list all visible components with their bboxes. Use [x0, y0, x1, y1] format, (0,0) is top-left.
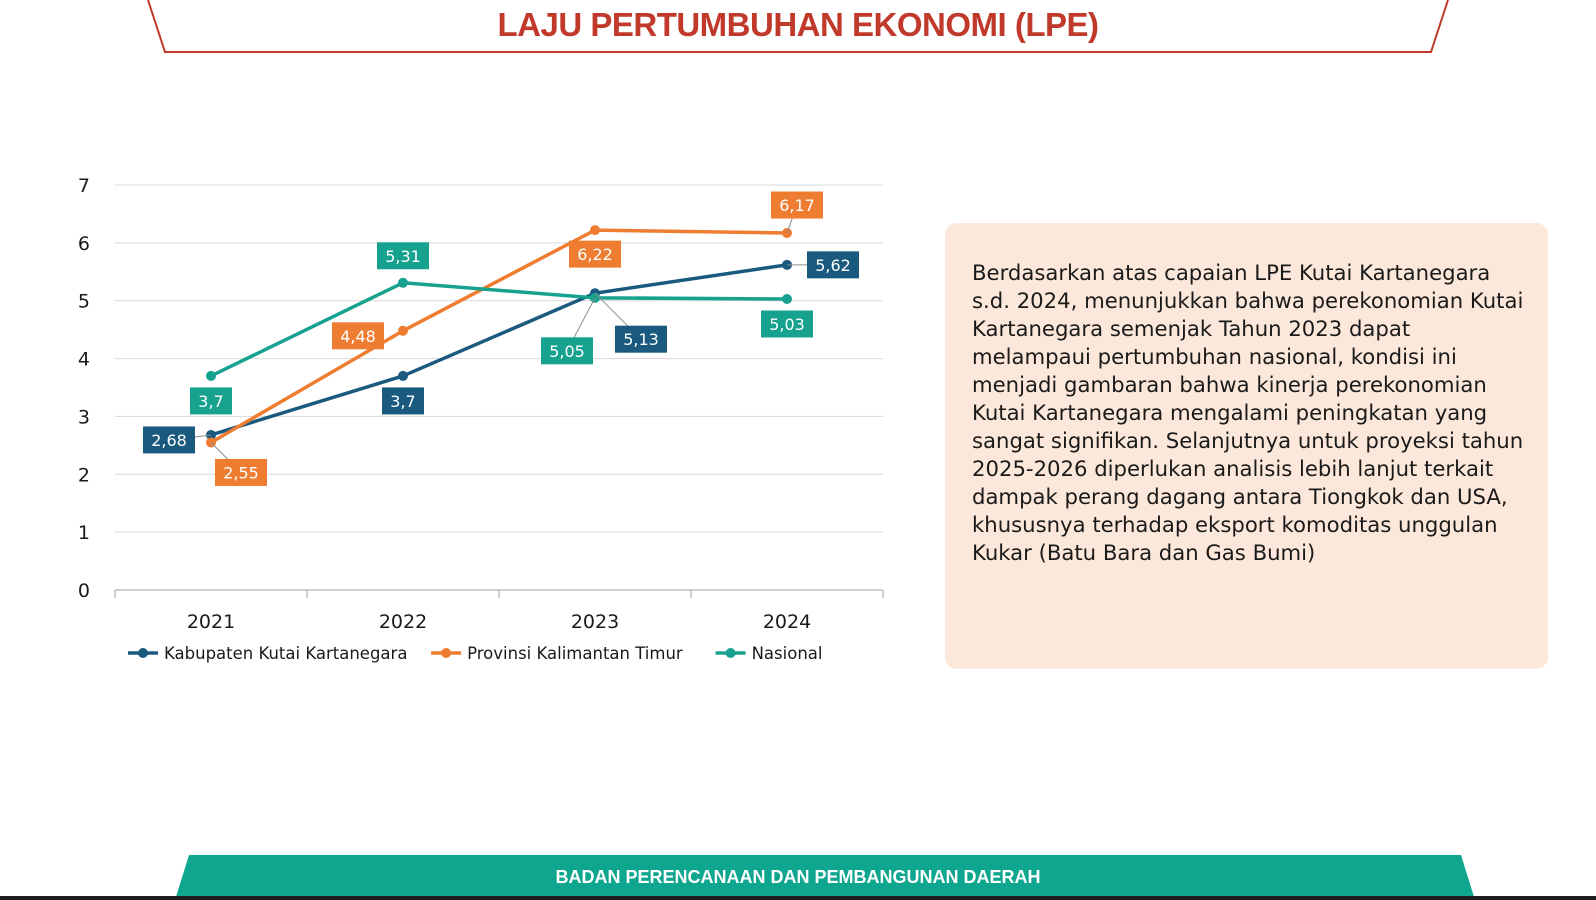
- line-chart: 0 1 2 3 4 5 6 7 2021 2022 2023 2024 2,68 3,7 5,13 5,62 2…: [78, 175, 884, 663]
- legend-label: Provinsi Kalimantan Timur: [467, 644, 683, 663]
- data-label: 3,7: [198, 392, 223, 411]
- data-label-box: [382, 387, 424, 415]
- data-point: [590, 292, 600, 303]
- info-text: Berdasarkan atas capaian LPE Kutai Karta…: [972, 260, 1524, 565]
- series-line: [210, 228, 788, 444]
- data-label-box: [541, 337, 593, 365]
- data-label-box: [190, 387, 232, 415]
- page-title: LAJU PERTUMBUHAN EKONOMI (LPE): [497, 6, 1100, 43]
- data-label: 5,05: [549, 342, 585, 361]
- series-line: [210, 263, 788, 437]
- y-tick-label: 3: [78, 406, 90, 428]
- info-box: Berdasarkan atas capaian LPE Kutai Karta…: [945, 223, 1548, 669]
- legend-marker: [725, 648, 736, 658]
- data-label: 6,22: [577, 245, 613, 264]
- legend-label: Kabupaten Kutai Kartanegara: [164, 644, 407, 663]
- y-tick-label: 1: [78, 522, 90, 544]
- data-label-box: [807, 251, 859, 279]
- data-label-box: [215, 458, 267, 486]
- y-tick-label: 6: [78, 233, 90, 255]
- data-label: 5,62: [815, 256, 851, 275]
- series-line: [210, 281, 788, 378]
- data-label: 5,13: [623, 330, 659, 349]
- data-label: 5,31: [385, 247, 421, 266]
- data-label-box: [771, 191, 823, 219]
- data-point: [206, 370, 216, 381]
- data-label-box: [377, 242, 429, 270]
- footer-text: BADAN PERENCANAAN DAN PEMBANGUNAN DAERAH: [555, 867, 1041, 887]
- data-point: [398, 277, 408, 288]
- data-label: 2,55: [223, 463, 259, 482]
- legend-label: Nasional: [752, 644, 823, 663]
- data-label-box: [332, 322, 384, 350]
- y-tick-label: 7: [78, 175, 90, 197]
- data-label-box: [615, 325, 667, 353]
- data-label-box: [761, 310, 813, 338]
- y-tick-label: 5: [78, 291, 90, 313]
- data-point: [590, 225, 600, 236]
- data-label-box: [569, 240, 621, 268]
- legend-marker: [441, 648, 452, 658]
- data-point: [398, 325, 408, 336]
- footer-band: [0, 855, 1596, 900]
- data-label: 5,03: [769, 315, 805, 334]
- x-tick-label: 2021: [187, 611, 235, 633]
- x-tick-label: 2024: [763, 611, 811, 633]
- x-tick-label: 2022: [379, 611, 427, 633]
- data-label: 4,48: [340, 327, 376, 346]
- legend-marker: [138, 648, 148, 658]
- x-tick-label: 2023: [571, 611, 619, 633]
- title-frame: [147, 0, 1449, 53]
- data-label: 6,17: [779, 196, 815, 215]
- y-tick-label: 0: [78, 580, 90, 602]
- data-label: 2,68: [151, 431, 187, 450]
- data-label: 3,7: [390, 392, 415, 411]
- data-label-box: [143, 426, 195, 454]
- y-tick-label: 2: [78, 464, 90, 486]
- data-point: [782, 293, 792, 304]
- data-point: [398, 370, 408, 381]
- y-tick-label: 4: [78, 349, 90, 371]
